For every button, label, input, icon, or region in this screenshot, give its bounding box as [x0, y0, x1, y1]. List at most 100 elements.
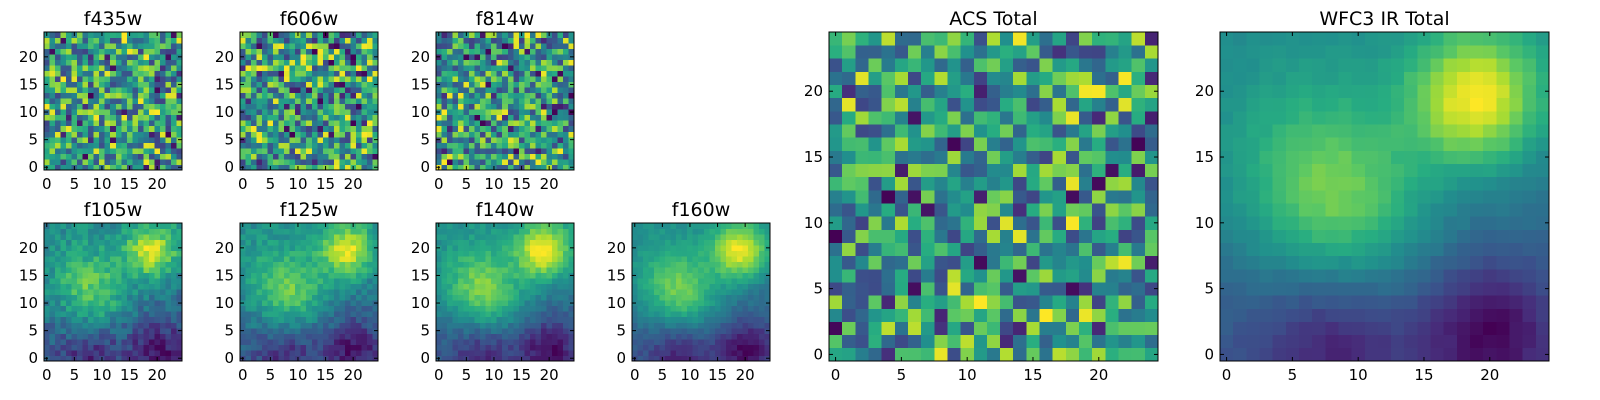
- heatmap-cell: [714, 250, 721, 257]
- heatmap-cell: [1052, 216, 1067, 230]
- heatmap-cell: [480, 153, 487, 160]
- heatmap-cell: [60, 305, 67, 312]
- heatmap-cell: [529, 305, 536, 312]
- heatmap-cell: [447, 98, 453, 105]
- heatmap-cell: [986, 295, 1001, 309]
- heatmap-cell: [632, 267, 638, 274]
- heatmap-cell: [540, 272, 547, 279]
- heatmap-cell: [1000, 203, 1014, 217]
- heatmap-cell: [703, 344, 710, 351]
- heatmap-cell: [518, 234, 525, 240]
- heatmap-cell: [720, 278, 727, 285]
- heatmap-cell: [551, 125, 558, 132]
- x-tick-label: 15: [316, 175, 335, 193]
- heatmap-cell: [894, 150, 909, 164]
- heatmap-cell: [66, 87, 72, 94]
- heatmap-cell: [251, 109, 257, 116]
- heatmap-cell: [524, 239, 531, 246]
- heatmap-cell: [126, 59, 133, 66]
- heatmap-cell: [344, 81, 351, 88]
- heatmap-cell: [66, 294, 72, 301]
- heatmap-cell: [868, 176, 883, 191]
- heatmap-cell: [973, 189, 988, 204]
- heatmap-cell: [60, 76, 67, 83]
- heatmap-cell: [366, 267, 373, 274]
- heatmap-cell: [947, 242, 961, 257]
- heatmap-cell: [1000, 282, 1014, 296]
- heatmap-cell: [132, 300, 139, 307]
- heatmap-cell: [154, 103, 161, 110]
- heatmap-cell: [278, 87, 285, 94]
- heatmap-cell: [355, 228, 362, 235]
- heatmap-cell: [659, 283, 666, 290]
- heatmap-cell: [159, 289, 166, 296]
- heatmap-cell: [868, 295, 883, 309]
- heatmap-cell: [148, 338, 155, 345]
- heatmap-cell: [731, 223, 738, 229]
- heatmap-cell: [350, 261, 357, 268]
- heatmap-cell: [104, 228, 111, 235]
- heatmap-cell: [557, 153, 564, 160]
- heatmap-cell: [240, 344, 246, 351]
- heatmap-cell: [240, 92, 246, 99]
- heatmap-cell: [703, 261, 710, 268]
- heatmap-cell: [295, 311, 302, 318]
- heatmap-cell: [881, 334, 896, 349]
- heatmap-cell: [339, 239, 346, 246]
- heatmap-cell: [55, 272, 61, 279]
- heatmap-cell: [339, 349, 346, 356]
- heatmap-cell: [344, 344, 351, 351]
- heatmap-cell: [132, 92, 139, 99]
- heatmap-cell: [643, 294, 649, 301]
- heatmap-cell: [441, 43, 448, 49]
- heatmap-cell: [251, 333, 257, 340]
- heatmap-cell: [535, 234, 542, 240]
- heatmap-cell: [295, 120, 302, 127]
- heatmap-cell: [82, 261, 89, 268]
- heatmap-cell: [502, 65, 509, 72]
- heatmap-cell: [77, 294, 84, 301]
- heatmap-cell: [568, 267, 575, 274]
- heatmap-cell: [447, 311, 453, 318]
- heatmap-cell: [447, 327, 453, 334]
- heatmap-cell: [317, 344, 324, 351]
- heatmap-cell: [165, 327, 172, 334]
- heatmap-cell: [698, 327, 705, 334]
- heatmap-cell: [491, 103, 498, 110]
- heatmap-cell: [681, 223, 688, 229]
- heatmap-cell: [934, 334, 948, 349]
- heatmap-cell: [350, 48, 357, 55]
- heatmap-cell: [295, 267, 302, 274]
- heatmap-cell: [137, 316, 144, 323]
- heatmap-cell: [868, 268, 883, 283]
- heatmap-cell: [747, 228, 754, 235]
- heatmap-cell: [176, 125, 183, 132]
- heatmap-cell: [306, 70, 313, 77]
- heatmap-cell: [77, 322, 84, 329]
- heatmap-cell: [643, 322, 649, 329]
- heatmap-cell: [93, 109, 100, 116]
- heatmap-cell: [256, 81, 263, 88]
- heatmap-cell: [474, 305, 481, 312]
- heatmap-cell: [115, 349, 122, 356]
- heatmap-cell: [441, 289, 448, 296]
- heatmap-cell: [568, 344, 575, 351]
- heatmap-cell: [1131, 229, 1146, 243]
- heatmap-cell: [665, 272, 672, 279]
- heatmap-cell: [469, 316, 476, 323]
- heatmap-cell: [295, 278, 302, 285]
- heatmap-cell: [714, 256, 721, 263]
- heatmap-cell: [557, 131, 564, 138]
- heatmap-cell: [986, 282, 1001, 296]
- heatmap-cell: [273, 65, 280, 72]
- heatmap-cell: [311, 228, 318, 235]
- heatmap-cell: [496, 228, 503, 235]
- heatmap-cell: [366, 37, 373, 44]
- heatmap-cell: [355, 338, 362, 345]
- heatmap-cell: [1039, 295, 1054, 309]
- heatmap-cell: [278, 76, 285, 83]
- heatmap-cell: [350, 92, 357, 99]
- heatmap-cell: [507, 131, 514, 138]
- heatmap-cell: [245, 228, 252, 235]
- heatmap-cell: [855, 189, 869, 204]
